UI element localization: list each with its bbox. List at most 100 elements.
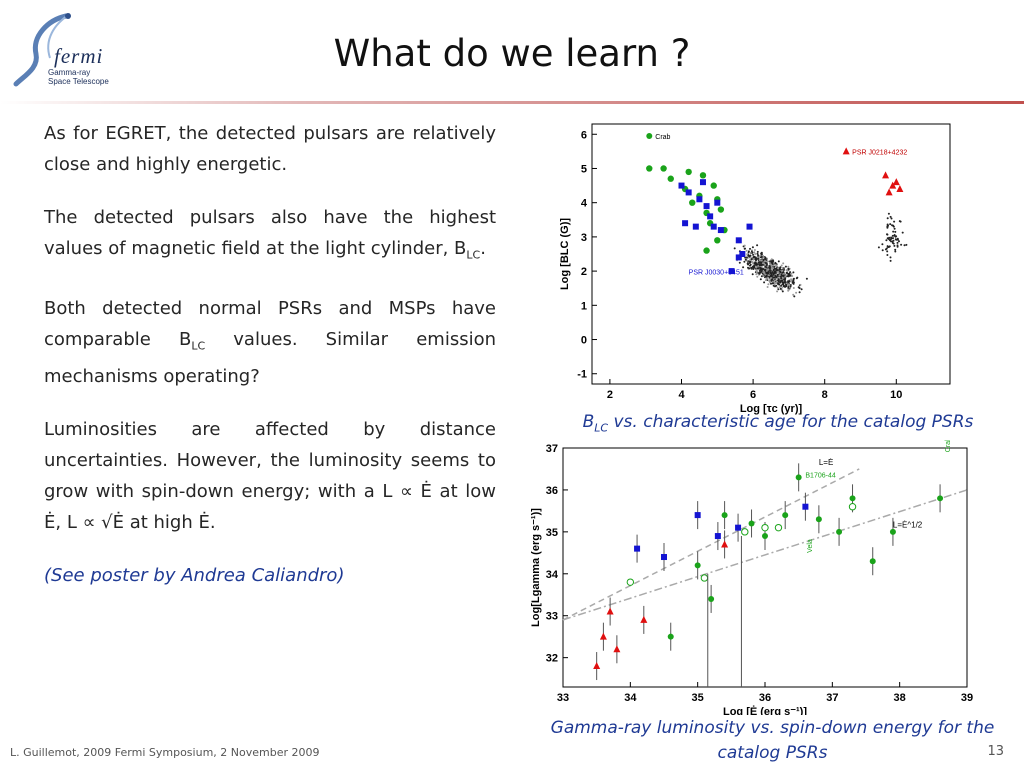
catalog-psr-point bbox=[773, 283, 776, 286]
normal-psr-point bbox=[703, 247, 710, 254]
footer-text: L. Guillemot, 2009 Fermi Symposium, 2 No… bbox=[10, 746, 320, 759]
msp-psr-point bbox=[735, 524, 742, 531]
fermi-logo: fermi Gamma-ray Space Telescope bbox=[10, 10, 115, 90]
x-tick-label: 10 bbox=[890, 389, 902, 401]
msp-psr-point bbox=[703, 203, 710, 210]
catalog-psr-point bbox=[744, 256, 747, 259]
x-tick-label: 34 bbox=[624, 692, 637, 704]
catalog-psr-point bbox=[765, 264, 768, 267]
catalog-psr-point bbox=[753, 249, 756, 251]
catalog-psr-point bbox=[743, 260, 746, 263]
catalog-psr-point bbox=[773, 271, 776, 274]
highlight-psr-point bbox=[640, 615, 648, 623]
logo-brand: fermi bbox=[54, 44, 104, 68]
p3-text: Both detected normal PSRs and MSPs have … bbox=[44, 297, 496, 350]
catalog-psr-point bbox=[784, 265, 787, 268]
catalog-psr-point bbox=[785, 285, 788, 288]
catalog-msp-point bbox=[886, 217, 889, 220]
catalog-psr-point bbox=[758, 271, 761, 274]
catalog-psr-point bbox=[770, 282, 772, 285]
catalog-psr-point bbox=[768, 265, 771, 268]
title-divider bbox=[0, 101, 1024, 104]
catalog-psr-point bbox=[751, 261, 754, 264]
msp-psr-point bbox=[728, 268, 735, 275]
catalog-psr-point bbox=[759, 254, 762, 257]
catalog-psr-point bbox=[750, 258, 753, 261]
y-tick-label: -1 bbox=[577, 369, 587, 381]
y-axis-label: Log[Lgamma (erg s⁻¹)] bbox=[530, 508, 542, 627]
normal-psr-point bbox=[708, 595, 715, 602]
normal-psr-point bbox=[685, 168, 692, 176]
open-point bbox=[626, 578, 635, 586]
catalog-psr-point bbox=[748, 254, 750, 257]
catalog-psr-point bbox=[770, 278, 773, 281]
highlight-psr-point bbox=[606, 607, 614, 615]
normal-psr-point bbox=[849, 495, 856, 502]
catalog-psr-point bbox=[733, 247, 736, 250]
catalog-psr-point bbox=[774, 261, 777, 264]
logo-line2: Space Telescope bbox=[48, 77, 109, 86]
catalog-msp-point bbox=[885, 247, 888, 250]
catalog-psr-point bbox=[778, 274, 781, 277]
msp-psr-point bbox=[802, 503, 809, 510]
annotation-crab: Crab bbox=[945, 440, 952, 452]
catalog-psr-point bbox=[786, 275, 789, 278]
y-tick-label: 32 bbox=[546, 653, 558, 665]
catalog-psr-point bbox=[779, 266, 782, 269]
catalog-psr-point bbox=[758, 272, 761, 275]
catalog-psr-point bbox=[760, 267, 763, 270]
catalog-msp-point bbox=[888, 245, 891, 248]
x-tick-label: 39 bbox=[961, 692, 973, 704]
catalog-psr-point bbox=[755, 264, 758, 266]
catalog-psr-point bbox=[762, 259, 765, 262]
normal-psr-point bbox=[667, 175, 674, 182]
blc-vs-age-chart: 2 4 6 8 10 -1 0 1 2 3 4 5 6 Log [τc (yr)] Log [BLC (G)… bbox=[548, 116, 958, 416]
normal-psr-point bbox=[699, 172, 707, 179]
catalog-psr-point bbox=[749, 263, 752, 266]
msp-psr-point bbox=[735, 237, 742, 244]
catalog-psr-point bbox=[769, 277, 772, 280]
catalog-psr-point bbox=[749, 247, 751, 250]
catalog-psr-point bbox=[772, 260, 775, 263]
catalog-msp-point bbox=[890, 217, 893, 220]
catalog-psr-point bbox=[780, 273, 783, 276]
catalog-psr-point bbox=[755, 270, 758, 273]
normal-psr-point bbox=[937, 495, 944, 502]
catalog-psr-point bbox=[781, 279, 784, 282]
catalog-msp-point bbox=[898, 240, 900, 243]
catalog-psr-point bbox=[752, 253, 755, 256]
catalog-psr-point bbox=[757, 254, 760, 257]
catalog-psr-point bbox=[766, 286, 769, 288]
catalog-msp-point bbox=[887, 237, 890, 240]
catalog-psr-point bbox=[777, 260, 780, 263]
normal-psr-point bbox=[717, 206, 725, 213]
catalog-psr-point bbox=[753, 264, 756, 267]
catalog-psr-point bbox=[788, 272, 791, 275]
catalog-psr-point bbox=[743, 244, 746, 247]
highlight-psr-point bbox=[593, 662, 601, 670]
catalog-msp-point bbox=[887, 212, 890, 215]
catalog-msp-point bbox=[891, 241, 894, 244]
page-number: 13 bbox=[987, 744, 1004, 759]
catalog-psr-point bbox=[760, 275, 763, 278]
catalog-msp-point bbox=[894, 230, 897, 233]
normal-psr-point bbox=[836, 528, 843, 535]
annotation-l-eq-sqrt-edot: L=Ė^1/2 bbox=[893, 521, 923, 530]
catalog-msp-point bbox=[887, 246, 889, 248]
catalog-psr-point bbox=[791, 275, 794, 277]
catalog-psr-point bbox=[780, 284, 783, 287]
catalog-psr-point bbox=[767, 283, 770, 286]
catalog-psr-point bbox=[777, 288, 780, 291]
catalog-msp-point bbox=[898, 220, 901, 223]
catalog-psr-point bbox=[796, 276, 799, 279]
line-l-eq-sqrt-edot bbox=[562, 489, 968, 621]
catalog-psr-point bbox=[770, 258, 773, 261]
normal-psr-point bbox=[667, 633, 674, 640]
msp-psr-point bbox=[699, 179, 706, 186]
catalog-psr-point bbox=[760, 252, 763, 255]
bottom-chart-caption: Gamma-ray luminosity vs. spin-down energ… bbox=[550, 718, 995, 763]
logo-line1: Gamma-ray bbox=[48, 68, 91, 77]
catalog-msp-point bbox=[905, 243, 908, 246]
msp-psr-point bbox=[696, 196, 703, 203]
x-tick-label: 4 bbox=[678, 389, 685, 401]
